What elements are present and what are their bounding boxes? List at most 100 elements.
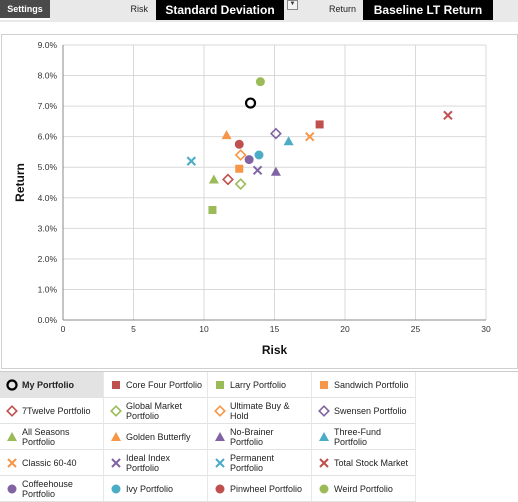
y-tick-label: 3.0% xyxy=(38,223,58,233)
legend-item-three-fund-portfolio[interactable]: Three-Fund Portfolio xyxy=(312,424,416,450)
point-sandwich-portfolio xyxy=(235,164,244,173)
legend-label: Ideal Index Portfolio xyxy=(126,452,171,473)
legend-label: Total Stock Market xyxy=(334,457,409,468)
settings-button[interactable]: Settings xyxy=(0,0,50,20)
legend-item-pinwheel-portfolio[interactable]: Pinwheel Portfolio xyxy=(208,476,312,502)
legend-item-my-portfolio[interactable]: My Portfolio xyxy=(0,372,104,398)
x-tick-label: 10 xyxy=(199,324,209,334)
legend-item-sandwich-portfolio[interactable]: Sandwich Portfolio xyxy=(312,372,416,398)
legend-label: Global Market Portfolio xyxy=(126,400,183,421)
legend-item-7twelve-portfolio[interactable]: 7Twelve Portfolio xyxy=(0,398,104,424)
legend-item-total-stock-market[interactable]: Total Stock Market xyxy=(312,450,416,476)
legend-label: Ivy Portfolio xyxy=(126,483,174,494)
legend-item-core-four-portfolio[interactable]: Core Four Portfolio xyxy=(104,372,208,398)
x-tick-label: 5 xyxy=(131,324,136,334)
legend-label: No-Brainer Portfolio xyxy=(230,426,274,447)
point-golden-butterfly xyxy=(221,130,232,140)
legend-marker-icon xyxy=(111,484,121,493)
legend-marker-icon xyxy=(6,378,18,391)
legend-marker-icon xyxy=(319,431,329,441)
point-my-portfolio xyxy=(244,97,257,109)
legend-label: Golden Butterfly xyxy=(126,431,191,442)
point-ideal-index-portfolio xyxy=(252,165,263,175)
legend-label: Core Four Portfolio xyxy=(126,379,203,390)
legend-label: Swensen Portfolio xyxy=(334,405,407,416)
legend-marker-shape xyxy=(112,380,120,389)
y-tick-label: 0.0% xyxy=(38,315,58,325)
legend-marker-icon xyxy=(318,404,330,417)
legend-item-ideal-index-portfolio[interactable]: Ideal Index Portfolio xyxy=(104,450,208,476)
legend-marker-shape xyxy=(214,404,226,417)
legend-label: Ultimate Buy & Hold xyxy=(230,400,290,421)
legend-marker-shape xyxy=(111,484,121,493)
y-tick-label: 6.0% xyxy=(38,132,58,142)
point-pinwheel-portfolio xyxy=(234,139,244,149)
legend-item-ivy-portfolio[interactable]: Ivy Portfolio xyxy=(104,476,208,502)
legend-marker-icon xyxy=(319,457,329,468)
y-tick-label: 7.0% xyxy=(38,101,58,111)
legend-label: My Portfolio xyxy=(22,379,74,390)
x-tick-label: 20 xyxy=(340,324,350,334)
point-no-brainer-portfolio xyxy=(270,166,281,176)
legend-label: Weird Portfolio xyxy=(334,483,393,494)
return-select[interactable]: Baseline LT Return xyxy=(363,0,493,20)
risk-select[interactable]: Standard Deviation xyxy=(156,0,284,20)
legend-marker-icon xyxy=(320,380,328,389)
legend-marker-shape xyxy=(319,457,329,468)
legend-item-ultimate-buy-hold[interactable]: Ultimate Buy & Hold xyxy=(208,398,312,424)
scatter-plot: 0.0% 1.0% 2.0% 3.0% 4.0% 5.0% 6.0% 7.0% 8.0% 9.0%… xyxy=(13,40,491,357)
x-tick-label: 25 xyxy=(411,324,421,334)
legend-marker-shape xyxy=(7,457,17,468)
legend-marker-icon xyxy=(111,457,121,468)
legend-marker-shape xyxy=(215,457,225,468)
legend-label: Pinwheel Portfolio xyxy=(230,483,303,494)
point-all-seasons-portfolio xyxy=(208,174,219,184)
y-tick-label: 9.0% xyxy=(38,40,58,50)
legend-item-larry-portfolio[interactable]: Larry Portfolio xyxy=(208,372,312,398)
x-tick-label: 30 xyxy=(481,324,491,334)
legend-marker-shape xyxy=(318,404,330,417)
legend-marker-shape xyxy=(7,484,17,493)
legend-marker-icon xyxy=(214,404,226,417)
legend-empty-column xyxy=(416,372,518,502)
legend-marker-icon xyxy=(110,404,122,417)
legend-item-global-market-portfolio[interactable]: Global Market Portfolio xyxy=(104,398,208,424)
legend-marker-shape xyxy=(216,380,224,389)
point-larry-portfolio xyxy=(208,206,217,214)
legend-marker-icon xyxy=(7,484,17,493)
legend-marker-icon xyxy=(319,484,329,493)
risk-label: Risk xyxy=(130,4,149,14)
risk-return-chart: 0.0% 1.0% 2.0% 3.0% 4.0% 5.0% 6.0% 7.0% 8.0% 9.0%… xyxy=(1,34,518,369)
x-tick-label: 15 xyxy=(270,324,280,334)
legend-item-swensen-portfolio[interactable]: Swensen Portfolio xyxy=(312,398,416,424)
chevron-down-icon[interactable]: ▼ xyxy=(287,0,298,10)
legend-item-all-seasons-portfolio[interactable]: All Seasons Portfolio xyxy=(0,424,104,450)
legend-marker-shape xyxy=(319,431,329,441)
legend-item-permanent-portfolio[interactable]: Permanent Portfolio xyxy=(208,450,312,476)
legend-marker-icon xyxy=(215,431,225,441)
legend-item-weird-portfolio[interactable]: Weird Portfolio xyxy=(312,476,416,502)
legend-marker-icon xyxy=(216,380,224,389)
legend-item-no-brainer-portfolio[interactable]: No-Brainer Portfolio xyxy=(208,424,312,450)
legend-label: Three-Fund Portfolio xyxy=(334,426,382,447)
point-coffeehouse-portfolio xyxy=(244,155,254,165)
point-7twelve-portfolio xyxy=(222,173,234,186)
y-tick-label: 8.0% xyxy=(38,71,58,81)
legend-marker-icon xyxy=(6,404,18,417)
y-tick-label: 5.0% xyxy=(38,162,58,172)
legend-label: 7Twelve Portfolio xyxy=(22,405,91,416)
legend-marker-shape xyxy=(6,404,18,417)
legend-marker-shape xyxy=(110,404,122,417)
point-global-market-portfolio xyxy=(234,178,247,190)
point-total-stock-market xyxy=(443,110,453,120)
legend-item-coffeehouse-portfolio[interactable]: Coffeehouse Portfolio xyxy=(0,476,104,502)
legend-item-golden-butterfly[interactable]: Golden Butterfly xyxy=(104,424,208,450)
point-classic-60-40 xyxy=(305,131,315,142)
legend-item-classic-60-40[interactable]: Classic 60-40 xyxy=(0,450,104,476)
return-label: Return xyxy=(328,4,356,14)
legend-label: Larry Portfolio xyxy=(230,379,287,390)
point-core-four-portfolio xyxy=(315,120,324,129)
legend-marker-shape xyxy=(215,431,225,441)
legend-marker-icon xyxy=(111,431,121,441)
legend-marker-shape xyxy=(319,484,329,493)
